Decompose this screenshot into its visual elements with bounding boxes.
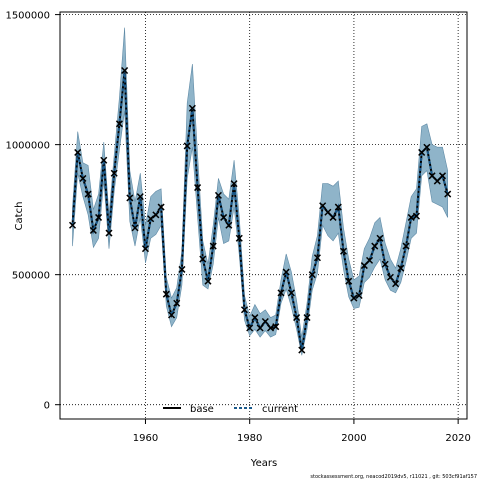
observed-point [277,289,285,297]
observed-point [115,120,123,128]
observed-point [251,314,259,322]
observed-point [376,234,384,242]
series-line-base [71,70,449,351]
observed-point [433,177,441,185]
y-tick-label: 1000000 [5,141,50,152]
y-axis: 0 500000 1000000 1500000 [5,11,60,412]
observed-point [95,213,103,221]
x-axis: 1960 1980 2000 2020 [133,419,471,444]
observed-point [183,142,191,150]
observed-point [261,317,269,326]
observed-point [173,299,181,307]
legend: base current [163,404,298,415]
observed-point [240,306,249,314]
observed-point [167,311,176,319]
observed-point [131,224,139,232]
observed-point [178,265,186,273]
y-tick-label: 500000 [12,271,50,282]
observed-point [319,202,327,210]
x-tick-label: 1980 [237,433,262,444]
observed-point [204,277,212,285]
observed-point [235,234,243,242]
observed-point [386,273,394,281]
observed-point [313,254,321,262]
observed-point [293,314,301,322]
observed-point [105,229,113,237]
observed-point [324,208,332,216]
observed-point [428,172,436,180]
plot-frame [59,11,468,420]
observed-point [230,180,238,188]
observed-point [298,346,306,354]
x-axis-title: Years [250,458,277,469]
observed-point [308,271,316,279]
series-line-current [71,70,449,351]
y-axis-title: Catch [14,202,25,231]
observed-point [194,184,202,192]
x-tick-label: 2000 [341,433,366,444]
observed-point [345,277,353,285]
observed-point [110,169,118,177]
observed-point [199,255,207,263]
observed-point [397,264,405,272]
observed-point [214,191,222,199]
observed-point [381,260,389,268]
observed-point [407,213,415,221]
observed-point [126,194,134,202]
observed-point [152,211,160,219]
legend-label-current: current [262,404,298,415]
observed-point [366,256,374,264]
observed-point [79,174,87,182]
observed-point [162,290,170,298]
observed-point [360,262,368,270]
confidence-band [72,27,448,356]
observation-markers [68,66,452,354]
observed-point [334,203,342,211]
observed-point [444,190,452,198]
observed-point [121,66,129,75]
observed-point [74,148,82,156]
observed-point [339,247,348,255]
observed-point [423,143,431,151]
observed-point [303,314,311,322]
observed-point [272,323,280,331]
footer-note: stockassessment.org, neacod2019dv5, r110… [310,474,477,480]
observed-point [141,245,149,253]
observed-point [246,324,254,332]
observed-point [287,289,295,297]
observed-point [438,172,447,180]
observed-point [402,242,410,250]
observed-point [84,190,92,198]
observed-point [100,156,108,164]
observed-point [209,242,217,250]
observed-point [267,324,275,332]
observed-point [418,148,426,156]
x-tick-label: 2020 [445,433,470,444]
observed-point [371,242,379,250]
observed-point [282,268,290,276]
observed-point [188,104,196,112]
observed-point [412,212,420,220]
observed-point [329,213,337,221]
observed-point [157,203,165,211]
x-tick-label: 1960 [133,433,158,444]
y-tick-label: 1500000 [5,11,50,22]
observed-point [256,324,264,332]
observed-point [220,213,228,221]
observed-point [89,226,97,234]
observed-point [355,291,363,300]
observed-point [350,294,358,302]
observed-point [68,221,77,229]
observed-point [136,193,144,201]
legend-label-base: base [190,404,214,415]
observed-point [225,221,233,229]
y-tick-label: 0 [44,401,50,412]
observed-point [147,215,155,223]
observed-point [392,280,400,288]
